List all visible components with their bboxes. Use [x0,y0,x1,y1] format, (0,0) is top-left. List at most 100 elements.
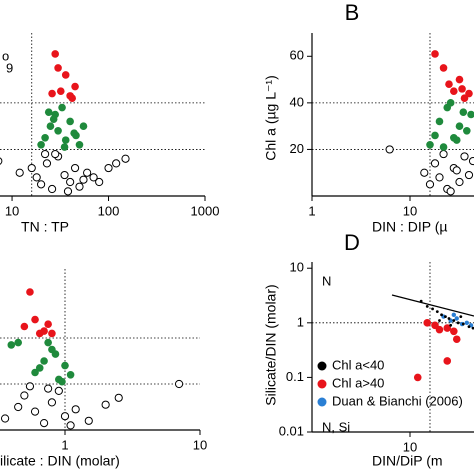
point [467,110,474,119]
y-tick-label: 1 [297,314,304,329]
point [1,414,10,423]
point [435,173,444,182]
point [435,325,444,334]
point [439,149,448,159]
point [40,149,50,159]
legend-marker [317,379,327,389]
point [443,324,452,332]
point [471,326,474,330]
point [47,184,57,194]
point [44,338,52,347]
point [20,391,29,400]
point [71,82,79,91]
point [439,143,448,151]
point [58,103,66,112]
point [44,384,53,393]
point [47,398,57,407]
point [27,163,36,173]
point [56,87,65,96]
point [44,108,53,116]
point [121,154,130,163]
point [445,80,453,89]
point [46,122,55,130]
point [48,329,56,338]
x-axis-label: TN : TP [21,219,69,235]
point [114,393,123,402]
point [435,310,439,314]
point [60,170,69,180]
point [7,341,16,349]
annotation: 9 [6,60,13,75]
point [79,175,88,184]
point [446,99,455,107]
point [454,316,459,321]
point [51,149,60,159]
point [431,131,439,140]
x-axis-label: ilicate : DIN (molar) [0,453,120,469]
point [450,327,458,336]
point [54,64,62,72]
point [101,400,110,409]
point [75,182,84,191]
point [447,317,451,320]
x-axis-label: DIN/DiP (m [372,453,443,469]
point [438,319,441,322]
x-tick-label: 10 [403,439,417,454]
point [435,117,444,126]
point [464,170,474,180]
x-tick-label: 10 [5,203,19,218]
point [459,315,463,318]
point [451,312,457,318]
point [66,117,74,126]
y-tick-label: 20 [290,141,304,156]
point [41,133,49,142]
y-tick-label: 60 [290,48,304,63]
y-tick-label: 40 [290,94,304,109]
point [66,177,75,187]
point [44,320,52,329]
point [66,421,75,430]
x-tick-label: 10 [193,437,207,452]
point [37,140,45,149]
y-tick-label: 10 [290,260,304,275]
point [61,71,70,79]
point [83,168,92,177]
point [0,157,3,165]
point [30,407,40,416]
point [51,350,60,358]
point [31,368,39,377]
panel-letter: B [345,0,360,25]
legend-label: Duan & Bianchi (2006) [332,393,463,408]
point [452,335,461,344]
point [464,320,470,326]
point [40,327,48,335]
point [68,94,76,102]
point [444,315,447,318]
x-tick-label: 10 [403,203,417,218]
point [463,127,471,135]
point [413,373,422,382]
point [426,140,434,149]
x-tick-label: 100 [98,203,120,218]
y-axis-label: Silicate/DIN (molar) [263,284,279,405]
point [48,89,56,98]
point [430,159,440,168]
point [39,419,49,428]
point [14,338,22,347]
legend-marker [317,361,327,371]
point [452,136,461,144]
point [385,145,394,154]
x-tick-label: 1 [61,437,68,452]
point [443,357,452,365]
point [461,322,465,326]
point [425,180,435,189]
point [31,315,39,324]
point [452,166,461,175]
point [35,364,44,372]
point [460,152,469,161]
point [465,89,473,98]
point [419,299,423,303]
point [84,416,93,425]
point [61,136,70,144]
